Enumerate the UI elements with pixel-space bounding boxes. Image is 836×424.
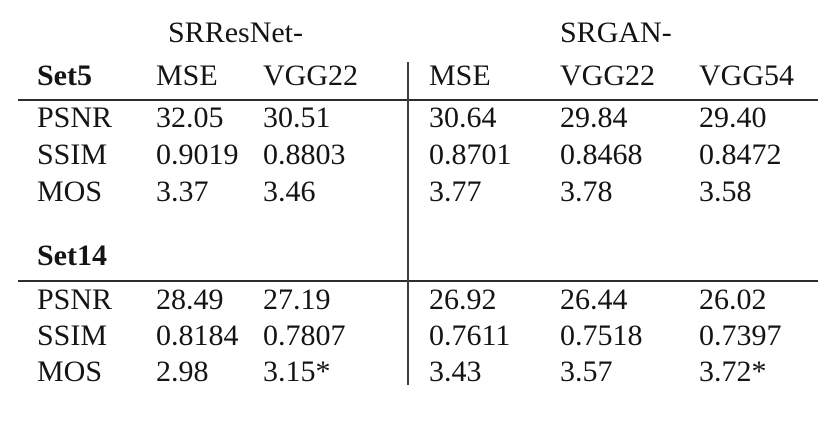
table-row-set5-mos: MOS 3.37 3.46 3.77 3.78 3.58 xyxy=(0,173,836,210)
value-cell: 26.02 xyxy=(699,283,767,316)
value-cell: 3.15* xyxy=(263,355,331,388)
value-cell: 0.7518 xyxy=(560,319,643,352)
value-cell: 0.8184 xyxy=(156,319,239,352)
metric-label: PSNR xyxy=(37,101,113,134)
value-cell: 30.51 xyxy=(263,101,331,134)
group-header-srresnet: SRResNet- xyxy=(168,16,303,49)
section-header-row-set14: Set14 xyxy=(0,237,836,274)
value-cell: 0.7397 xyxy=(699,319,782,352)
column-header-row: Set5 MSE VGG22 MSE VGG22 VGG54 xyxy=(0,57,836,94)
metric-label: SSIM xyxy=(37,138,108,171)
value-cell: 3.77 xyxy=(429,175,482,208)
value-cell: 28.49 xyxy=(156,283,224,316)
value-cell: 3.43 xyxy=(429,355,482,388)
value-cell: 0.7611 xyxy=(429,319,511,352)
value-cell: 32.05 xyxy=(156,101,224,134)
metric-label: PSNR xyxy=(37,283,113,316)
value-cell: 0.8468 xyxy=(560,138,643,171)
value-cell: 0.7807 xyxy=(263,319,346,352)
value-cell: 0.8803 xyxy=(263,138,346,171)
value-cell: 30.64 xyxy=(429,101,497,134)
value-cell: 3.46 xyxy=(263,175,316,208)
column-header-srgan-mse: MSE xyxy=(429,59,491,92)
header-rule-set14 xyxy=(18,280,818,282)
value-cell: 2.98 xyxy=(156,355,209,388)
value-cell: 29.40 xyxy=(699,101,767,134)
column-header-srgan-vgg22: VGG22 xyxy=(560,59,655,92)
value-cell: 3.37 xyxy=(156,175,209,208)
table-row-set14-ssim: SSIM 0.8184 0.7807 0.7611 0.7518 0.7397 xyxy=(0,317,836,354)
group-header-row: SRResNet- SRGAN- xyxy=(0,14,836,51)
table-row-set5-psnr: PSNR 32.05 30.51 30.64 29.84 29.40 xyxy=(0,99,836,136)
value-cell: 29.84 xyxy=(560,101,628,134)
value-cell: 3.57 xyxy=(560,355,613,388)
value-cell: 3.78 xyxy=(560,175,613,208)
column-header-srgan-vgg54: VGG54 xyxy=(699,59,794,92)
value-cell: 3.58 xyxy=(699,175,752,208)
column-header-srresnet-mse: MSE xyxy=(156,59,218,92)
value-cell: 0.8472 xyxy=(699,138,782,171)
metric-label: SSIM xyxy=(37,319,108,352)
metric-label: MOS xyxy=(37,175,103,208)
table-row-set14-mos: MOS 2.98 3.15* 3.43 3.57 3.72* xyxy=(0,353,836,390)
value-cell: 26.92 xyxy=(429,283,497,316)
value-cell: 0.8701 xyxy=(429,138,512,171)
group-header-srgan: SRGAN- xyxy=(560,16,672,49)
column-divider-line xyxy=(407,62,409,385)
metric-label: MOS xyxy=(37,355,103,388)
header-rule-set5 xyxy=(18,99,818,101)
table-row-set14-psnr: PSNR 28.49 27.19 26.92 26.44 26.02 xyxy=(0,281,836,318)
section-label-set14: Set14 xyxy=(37,239,107,272)
value-cell: 0.9019 xyxy=(156,138,239,171)
value-cell: 3.72* xyxy=(699,355,767,388)
section-label-set5: Set5 xyxy=(37,59,92,92)
column-header-srresnet-vgg22: VGG22 xyxy=(263,59,358,92)
value-cell: 27.19 xyxy=(263,283,331,316)
value-cell: 26.44 xyxy=(560,283,628,316)
table-row-set5-ssim: SSIM 0.9019 0.8803 0.8701 0.8468 0.8472 xyxy=(0,136,836,173)
